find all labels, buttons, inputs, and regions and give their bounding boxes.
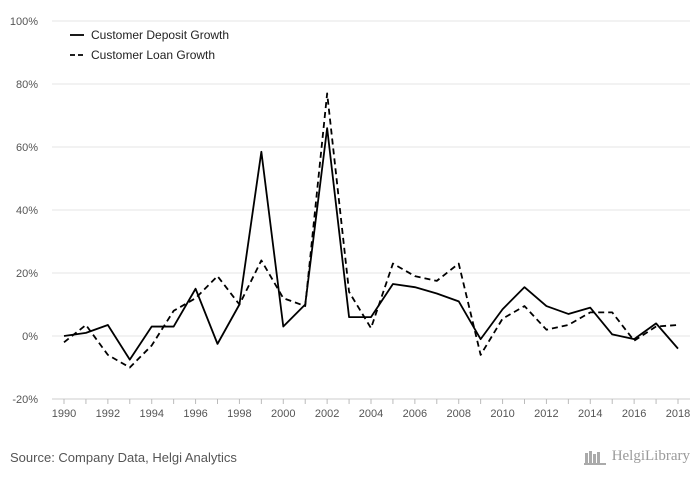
series-line-loan-growth — [63, 92, 679, 369]
x-tick-label: 1992 — [96, 408, 120, 420]
x-tick-label: 2006 — [403, 408, 427, 420]
x-tick-label: 1990 — [52, 408, 76, 420]
y-tick-label: 40% — [16, 205, 38, 217]
grid-lines — [52, 20, 690, 400]
legend-label-loan: Customer Loan Growth — [91, 48, 215, 62]
x-tick-label: 2016 — [622, 408, 646, 420]
legend-label-deposit: Customer Deposit Growth — [91, 28, 229, 42]
x-axis-ticks: 1990 1992 1994 1996 1998 2000 2002 2004 2006 2008… — [52, 399, 690, 420]
x-tick-label: 1996 — [183, 408, 207, 420]
y-tick-label: 0% — [22, 331, 38, 343]
x-tick-label: 2008 — [446, 408, 470, 420]
x-tick-label: 2002 — [315, 408, 339, 420]
series-line-deposit-growth — [63, 127, 679, 361]
library-icon — [583, 450, 606, 465]
y-tick-label: -20% — [12, 394, 38, 406]
logo-text: HelgiLibrary — [611, 448, 690, 464]
y-axis-ticks: 100% 80% 60% 40% 20% 0% -20% — [10, 16, 38, 406]
y-tick-label: 20% — [16, 268, 38, 280]
x-tick-label: 2012 — [534, 408, 558, 420]
y-tick-label: 60% — [16, 142, 38, 154]
series-lines — [63, 92, 679, 369]
source-note: Source: Company Data, Helgi Analytics — [10, 450, 237, 465]
x-tick-label: 1994 — [139, 408, 163, 420]
x-tick-label: 1998 — [227, 408, 251, 420]
x-tick-label: 2014 — [578, 408, 602, 420]
x-tick-label: 2010 — [490, 408, 514, 420]
x-tick-label: 2000 — [271, 408, 295, 420]
line-chart: 100%80%60%40%20%0%-20% 1990 1992 1994 1996 1… — [10, 16, 690, 420]
x-tick-label: 2004 — [359, 408, 383, 420]
helgi-library-logo: HelgiLibrary — [583, 448, 690, 465]
x-tick-label: 2018 — [666, 408, 690, 420]
legend: Customer Deposit Growth Customer Loan Gr… — [70, 28, 229, 62]
y-tick-label: 80% — [16, 79, 38, 91]
y-tick-label: 100% — [10, 16, 38, 28]
